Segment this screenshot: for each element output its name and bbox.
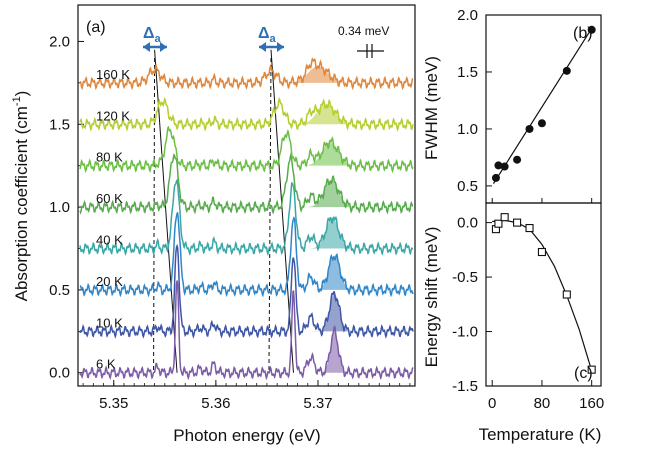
fwhm-point — [500, 162, 509, 171]
dashed-guide-1 — [268, 58, 272, 373]
delta-arrowhead-right-a — [259, 42, 266, 52]
b-y-tick-label: 2.0 — [457, 7, 478, 24]
energy-shift-point — [587, 365, 596, 374]
spectrum-trace-60K — [79, 152, 414, 215]
fwhm-point — [513, 155, 522, 164]
fwhm-linear-fit — [492, 26, 594, 184]
fwhm-point — [494, 161, 503, 170]
panel-c-tag: (c) — [574, 365, 593, 382]
energy-shift-point — [500, 213, 509, 222]
panel-a-absorption-spectra: 5.35 5.36 5.37 0.0 0.5 1.0 1.5 2.0 6 K 10 K 20 K… — [11, 4, 416, 445]
fwhm-point — [587, 25, 596, 34]
spectrum-trace-120K — [79, 96, 414, 133]
panel-c-y-axis-title: Energy shift (meV) — [422, 227, 441, 368]
energy-shift-point — [513, 218, 522, 227]
panel-c-x-axis-title: Temperature (K) — [479, 425, 602, 444]
trace-label-60K: 60 K — [96, 191, 123, 206]
panel-b-fwhm: 0.5 1.0 1.5 2.0 (b) FWHM (meV) — [422, 7, 602, 204]
fwhm-point — [525, 124, 534, 133]
c-x-tick-label: 160 — [579, 395, 604, 412]
shaded-peak-60K — [298, 179, 365, 208]
delta-arrowhead-left-a — [143, 42, 150, 52]
c-x-tick-label: 80 — [534, 395, 551, 412]
spectrum-trace-6K — [79, 280, 414, 381]
c-y-tick-label: -0.5 — [452, 269, 478, 286]
shaded-peak-120K — [285, 104, 367, 125]
spectrum-trace-160K — [79, 57, 414, 91]
solid-guide-1 — [270, 49, 294, 373]
trace-label-20K: 20 K — [96, 274, 123, 289]
energy-shift-point — [494, 219, 503, 228]
c-x-tick-label: 0 — [488, 395, 496, 412]
panel-b-frame — [485, 14, 602, 204]
spectrum-trace-20K — [79, 211, 414, 298]
solid-guide-0 — [154, 49, 178, 373]
b-y-tick-label: 0.5 — [457, 178, 478, 195]
panel-c-energy-shift: 0.0 -0.5 -1.0 -1.5 0 80 160 (c) Energy shift (… — [422, 202, 604, 444]
spectrum-trace-80K — [79, 125, 414, 174]
c-y-tick-label: 0.0 — [457, 215, 478, 232]
panel-b-tag: (b) — [573, 25, 593, 42]
delta-annotation-right: Δa — [258, 25, 284, 52]
energy-shift-point — [525, 224, 534, 233]
trace-label-6K: 6 K — [96, 357, 116, 372]
shaded-peak-10K — [312, 293, 357, 332]
a-y-tick-label: 1.5 — [49, 116, 70, 133]
dashed-guide-0 — [153, 58, 156, 373]
spectrum-trace-40K — [79, 178, 414, 256]
c-y-tick-label: -1.0 — [452, 324, 478, 341]
spectrum-trace-10K — [79, 243, 414, 339]
resolution-scale-bar: 0.34 meV — [338, 24, 389, 58]
a-x-tick-label: 5.36 — [201, 395, 230, 412]
trace-label-120K: 120 K — [96, 108, 130, 123]
fwhm-point — [491, 173, 500, 182]
b-y-tick-label: 1.0 — [457, 121, 478, 138]
panel-c-frame — [485, 202, 602, 387]
panel-a-y-axis-title: Absorption coefficient (cm-1) — [11, 91, 31, 302]
energy-shift-fit-curve — [492, 219, 593, 371]
c-y-tick-label: -1.5 — [452, 378, 478, 395]
delta-arrowhead-right-b — [277, 42, 284, 52]
fwhm-point — [537, 119, 546, 128]
b-y-tick-label: 1.5 — [457, 64, 478, 81]
energy-shift-point — [562, 290, 571, 299]
shaded-peak-80K — [293, 142, 367, 166]
trace-label-10K: 10 K — [96, 315, 123, 330]
panel-b-y-axis-title: FWHM (meV) — [422, 56, 441, 160]
trace-label-160K: 160 K — [96, 67, 130, 82]
delta-annotation-left: Δa — [143, 25, 167, 52]
a-x-tick-label: 5.35 — [99, 395, 128, 412]
a-y-tick-label: 0.5 — [49, 282, 70, 299]
panel-a-tag: (a) — [86, 19, 106, 36]
a-y-tick-label: 1.0 — [49, 199, 70, 216]
a-y-tick-label: 0.0 — [49, 365, 70, 382]
shaded-peak-160K — [273, 66, 363, 83]
delta-label-left: Δa — [143, 25, 162, 45]
shaded-peak-20K — [308, 255, 360, 290]
a-y-tick-label: 2.0 — [49, 33, 70, 50]
scale-bar-label: 0.34 meV — [338, 24, 389, 38]
a-x-tick-label: 5.37 — [303, 395, 332, 412]
energy-shift-point — [537, 247, 546, 257]
trace-label-80K: 80 K — [96, 150, 123, 165]
panel-a-x-axis-title: Photon energy (eV) — [173, 426, 320, 445]
delta-arrowhead-left-b — [160, 42, 167, 52]
shaded-peak-40K — [303, 217, 362, 249]
delta-label-right: Δa — [258, 25, 277, 45]
shaded-peak-6K — [316, 331, 353, 373]
fwhm-point — [562, 66, 571, 75]
trace-label-40K: 40 K — [96, 233, 123, 248]
